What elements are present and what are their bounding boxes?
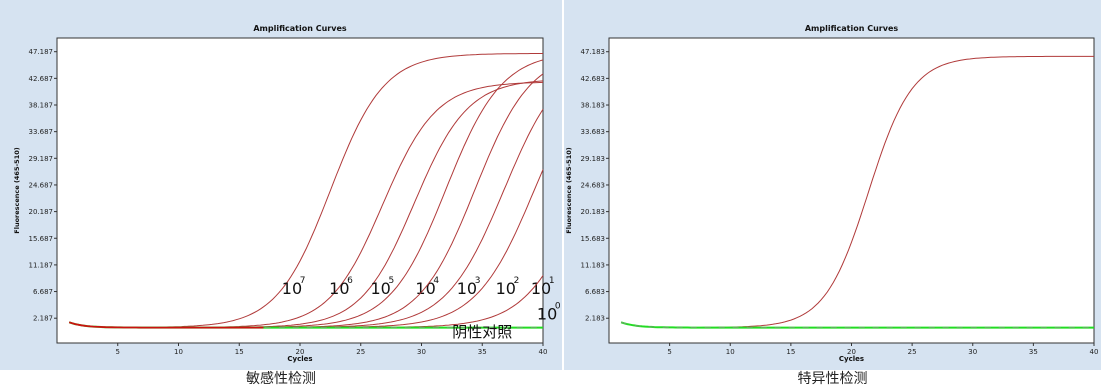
sensitivity-chart: Amplification Curves 2.187 6.687 11.187 15.6… xyxy=(13,24,561,363)
low-signal-trace xyxy=(68,321,264,329)
y-tick-label: 33.687 xyxy=(29,128,54,136)
y-axis-label: Fluorescence (465-510) xyxy=(13,147,21,233)
caption-specificity: 特异性检测 xyxy=(797,371,868,387)
y-tick-label: 11.183 xyxy=(581,261,606,269)
series-label: 10 xyxy=(496,279,516,298)
chart-panel-sensitivity: Amplification Curves 2.187 6.687 11.187 15.6… xyxy=(0,0,562,370)
y-tick-label: 6.687 xyxy=(33,288,53,296)
x-tick-label: 35 xyxy=(478,348,487,356)
x-axis-label: Cycles xyxy=(287,355,312,363)
plot-area xyxy=(608,37,1095,344)
x-tick-label: 25 xyxy=(356,348,365,356)
y-tick-label: 2.187 xyxy=(33,315,53,323)
y-tick-label: 15.687 xyxy=(29,235,54,243)
y-tick-label: 24.683 xyxy=(581,181,606,189)
y-tick-label: 38.187 xyxy=(29,101,54,109)
y-tick-label: 33.683 xyxy=(581,128,606,136)
specificity-chart: Amplification Curves 2.183 6.683 11.183 15.6… xyxy=(565,24,1099,363)
series-label: 10 xyxy=(531,279,551,298)
chart-title: Amplification Curves xyxy=(805,24,899,33)
series-label: 10 xyxy=(370,279,390,298)
y-tick-label: 20.187 xyxy=(29,208,54,216)
negative-control-overlay xyxy=(620,321,1094,328)
series-label-exponent: 0 xyxy=(555,301,561,311)
x-axis-label: Cycles xyxy=(839,355,864,363)
series-label-exponent: 2 xyxy=(514,276,520,286)
y-axis-label: Fluorescence (465-510) xyxy=(565,147,573,233)
y-tick-label: 15.683 xyxy=(581,235,606,243)
y-tick-label: 47.187 xyxy=(29,48,54,56)
x-tick-label: 15 xyxy=(786,348,795,356)
x-tick-label: 40 xyxy=(1090,348,1099,356)
series-label-exponent: 7 xyxy=(300,276,306,286)
series-label: 10 xyxy=(282,279,302,298)
x-tick-label: 25 xyxy=(908,348,917,356)
x-tick-label: 5 xyxy=(667,348,671,356)
y-tick-label: 38.183 xyxy=(581,102,606,110)
x-tick-label: 35 xyxy=(1029,348,1038,356)
series-label-exponent: 1 xyxy=(549,276,555,286)
series-label: 10 xyxy=(457,279,477,298)
y-tick-label: 42.683 xyxy=(581,75,606,83)
y-tick-label: 20.183 xyxy=(581,208,606,216)
x-tick-label: 30 xyxy=(417,348,426,356)
y-tick-label: 42.687 xyxy=(29,75,54,83)
caption-sensitivity: 敏感性检测 xyxy=(246,371,316,387)
plot-area xyxy=(56,37,544,344)
x-tick-label: 20 xyxy=(296,348,305,356)
chart-panel-specificity: Amplification Curves 2.183 6.683 11.183 15.6… xyxy=(564,0,1101,370)
y-tick-label: 24.687 xyxy=(29,181,54,189)
x-tick-label: 30 xyxy=(968,348,977,356)
x-tick-label: 40 xyxy=(539,348,548,356)
y-tick-label: 29.183 xyxy=(581,155,606,163)
series-label-exponent: 5 xyxy=(388,276,394,286)
series-label: 10 xyxy=(329,279,349,298)
series-label-exponent: 6 xyxy=(347,276,353,286)
negative-control-label: 阴性对照 xyxy=(452,323,512,341)
x-tick-label: 15 xyxy=(235,348,244,356)
series-label-exponent: 4 xyxy=(433,276,439,286)
x-tick-label: 10 xyxy=(726,348,735,356)
y-tick-label: 11.187 xyxy=(29,261,54,269)
x-tick-label: 5 xyxy=(116,348,120,356)
negative-control-overlay xyxy=(69,321,543,328)
chart-title: Amplification Curves xyxy=(253,24,347,33)
y-tick-label: 2.183 xyxy=(585,315,605,323)
series-label: 10 xyxy=(537,304,557,323)
series-label-exponent: 3 xyxy=(475,276,481,286)
y-tick-label: 47.183 xyxy=(581,48,606,56)
x-tick-label: 10 xyxy=(174,348,183,356)
y-tick-label: 6.683 xyxy=(585,288,605,296)
x-tick-label: 20 xyxy=(847,348,856,356)
y-tick-label: 29.187 xyxy=(29,155,54,163)
